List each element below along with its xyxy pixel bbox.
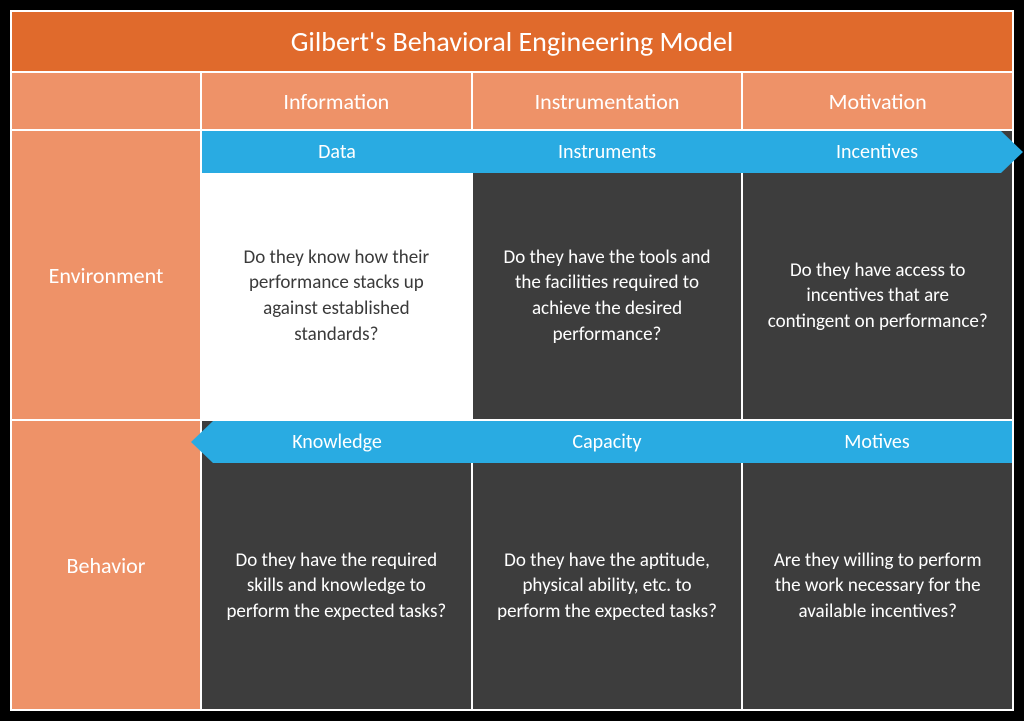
subhead-incentives: Incentives xyxy=(742,131,1012,173)
header-spacer xyxy=(12,73,202,129)
table-title: Gilbert's Behavioral Engineering Model xyxy=(12,12,1012,73)
subhead-band-behavior: Knowledge Capacity Motives xyxy=(202,421,1012,463)
subhead-labels-environment: Data Instruments Incentives xyxy=(202,131,1012,173)
subhead-motives: Motives xyxy=(742,421,1012,463)
row-behavior: Behavior Knowledge Capacity Motives Do t… xyxy=(12,419,1012,709)
column-header-row: Information Instrumentation Motivation xyxy=(12,73,1012,129)
subhead-instruments: Instruments xyxy=(472,131,742,173)
row-environment: Environment Data Instruments Incentives … xyxy=(12,129,1012,419)
cell-env-data: Do they know how their performance stack… xyxy=(202,173,473,419)
body-rows: Environment Data Instruments Incentives … xyxy=(12,129,1012,709)
row-cells-behavior: Knowledge Capacity Motives Do they have … xyxy=(202,421,1012,709)
model-table: Gilbert's Behavioral Engineering Model I… xyxy=(10,10,1014,711)
row-label-behavior: Behavior xyxy=(12,421,202,709)
col-head-motivation: Motivation xyxy=(743,73,1012,129)
cells-behavior: Do they have the required skills and kno… xyxy=(202,463,1012,709)
cell-beh-capacity: Do they have the aptitude, physical abil… xyxy=(473,463,744,709)
cells-environment: Do they know how their performance stack… xyxy=(202,173,1012,419)
cell-env-incentives: Do they have access to incentives that a… xyxy=(743,173,1012,419)
subhead-band-environment: Data Instruments Incentives xyxy=(202,131,1012,173)
subhead-knowledge: Knowledge xyxy=(202,421,472,463)
subhead-data: Data xyxy=(202,131,472,173)
subhead-capacity: Capacity xyxy=(472,421,742,463)
col-head-instrumentation: Instrumentation xyxy=(473,73,744,129)
row-label-environment: Environment xyxy=(12,131,202,419)
col-head-information: Information xyxy=(202,73,473,129)
row-cells-environment: Data Instruments Incentives Do they know… xyxy=(202,131,1012,419)
cell-env-instruments: Do they have the tools and the facilitie… xyxy=(473,173,744,419)
cell-beh-motives: Are they willing to perform the work nec… xyxy=(743,463,1012,709)
subhead-labels-behavior: Knowledge Capacity Motives xyxy=(202,421,1012,463)
cell-beh-knowledge: Do they have the required skills and kno… xyxy=(202,463,473,709)
